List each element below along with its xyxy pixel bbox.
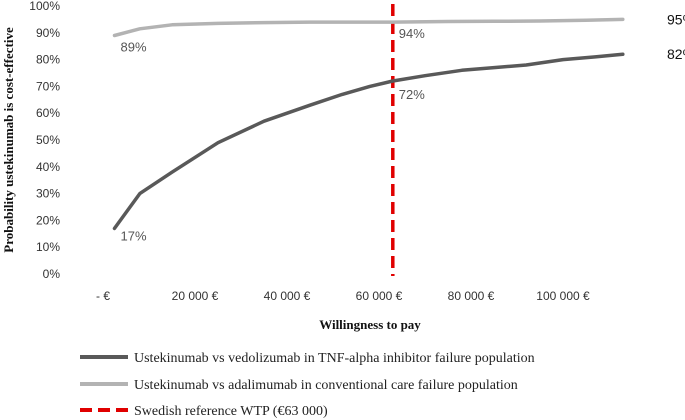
- y-axis-title: Probability ustekinumab is cost-effectiv…: [1, 27, 16, 253]
- y-tick-label: 0%: [43, 267, 61, 281]
- data-label-adalimumab: 89%: [121, 39, 147, 54]
- x-tick-label: 80 000 €: [448, 289, 495, 303]
- x-axis-title: Willingness to pay: [319, 317, 421, 332]
- legend: Ustekinumab vs vedolizumab in TNF-alpha …: [80, 351, 535, 419]
- y-tick-label: 30%: [36, 187, 60, 201]
- data-label-vedolizumab: 17%: [121, 228, 147, 243]
- x-axis-ticks: - € 20 000 € 40 000 € 60 000 € 80 000 € 100 0…: [96, 289, 590, 303]
- y-tick-label: 100%: [29, 0, 60, 13]
- y-tick-label: 80%: [36, 53, 60, 67]
- series-layer: [112, 4, 625, 276]
- y-tick-label: 10%: [36, 240, 60, 254]
- legend-label-adalimumab: Ustekinumab vs adalimumab in conventiona…: [134, 378, 518, 393]
- y-tick-label: 50%: [36, 133, 60, 147]
- y-axis-ticks: 0% 10% 20% 30% 40% 50% 60% 70% 80% 90% 100%: [29, 0, 60, 281]
- y-tick-label: 70%: [36, 79, 60, 93]
- data-labels-layer: 17% 72% 82% 89% 94% 95%: [121, 11, 685, 243]
- data-label-adalimumab: 94%: [399, 26, 425, 41]
- y-tick-label: 40%: [36, 160, 60, 174]
- x-tick-label: - €: [96, 289, 110, 303]
- legend-label-reference-wtp: Swedish reference WTP (€63 000): [134, 404, 328, 419]
- end-label-adalimumab: 95%: [667, 11, 685, 27]
- x-tick-label: 100 000 €: [536, 289, 590, 303]
- data-label-vedolizumab: 72%: [399, 87, 425, 102]
- series-line-vedolizumab: [112, 52, 625, 231]
- end-label-vedolizumab: 82%: [667, 46, 685, 62]
- x-tick-label: 40 000 €: [264, 289, 311, 303]
- legend-label-vedolizumab: Ustekinumab vs vedolizumab in TNF-alpha …: [134, 351, 535, 366]
- x-tick-label: 60 000 €: [356, 289, 403, 303]
- series-line-adalimumab: [112, 17, 625, 38]
- x-tick-label: 20 000 €: [172, 289, 219, 303]
- y-tick-label: 60%: [36, 106, 60, 120]
- y-tick-label: 20%: [36, 213, 60, 227]
- y-tick-label: 90%: [36, 26, 60, 40]
